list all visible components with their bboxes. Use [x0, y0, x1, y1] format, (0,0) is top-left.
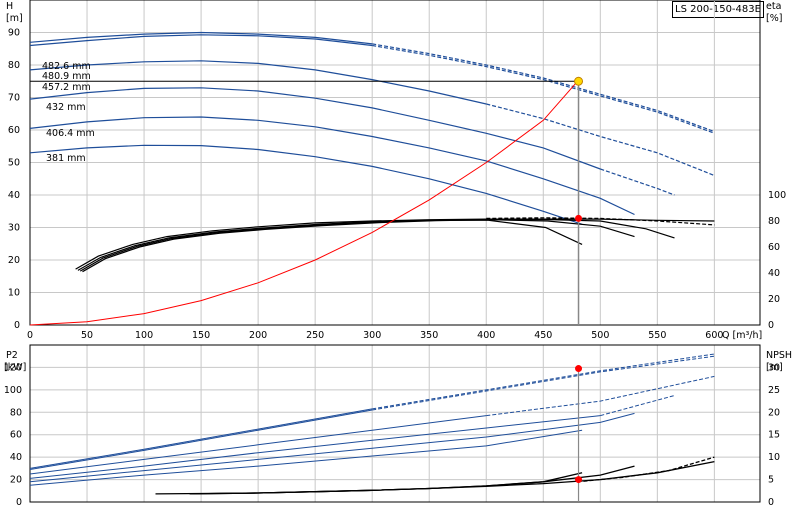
efficiency-curve	[82, 219, 675, 273]
x-axis-title: Q [m³/h]	[722, 330, 762, 341]
right-axis-title: eta	[766, 1, 781, 12]
eta-tick-label: 20	[768, 294, 780, 305]
y-tick-label: 10	[8, 288, 20, 299]
x-tick-label: 50	[81, 330, 93, 341]
head-curve	[29, 87, 601, 170]
p2-tick-label: 60	[10, 430, 22, 441]
y-tick-label: 50	[8, 158, 20, 169]
x-tick-label: 550	[648, 330, 666, 341]
head-curve	[29, 116, 635, 216]
right-axis-unit: [%]	[766, 13, 782, 24]
p2-tick-label: 100	[4, 385, 22, 396]
head-curve-label: 480.9 mm	[42, 71, 91, 82]
plot-frame-top	[29, 0, 761, 326]
head-curve-label: 381 mm	[46, 153, 86, 164]
power-curve	[29, 415, 487, 475]
x-tick-label: 0	[27, 330, 33, 341]
x-tick-label: 350	[420, 330, 438, 341]
y-tick-label: 20	[8, 255, 20, 266]
p2-axis-title: P2	[6, 350, 18, 361]
head-curve-dashed	[372, 44, 715, 134]
head-curve	[29, 34, 373, 47]
p2-tick-label: 120	[4, 362, 22, 373]
head-curve-dashed	[486, 103, 715, 177]
p2-tick-label: 0	[16, 497, 22, 508]
npsh-tick-label: 0	[768, 497, 774, 508]
power-curve	[29, 429, 583, 486]
power-point-marker	[575, 365, 583, 373]
y-tick-label: 40	[8, 190, 20, 201]
eta-tick-label: 40	[768, 268, 780, 279]
x-tick-label: 100	[135, 330, 153, 341]
eta-tick-label: 80	[768, 216, 780, 227]
npsh-curve	[189, 465, 635, 495]
head-curve	[29, 31, 373, 45]
power-curve	[29, 408, 373, 469]
power-curve-dashed	[600, 395, 675, 417]
x-tick-label: 600	[705, 330, 723, 341]
npsh-point-marker	[575, 476, 583, 484]
npsh-tick-label: 25	[768, 385, 780, 396]
efficiency-curve	[486, 217, 715, 226]
y-tick-label: 90	[8, 28, 20, 39]
head-curve-dashed	[600, 168, 675, 196]
p2-tick-label: 80	[10, 407, 22, 418]
x-tick-label: 150	[192, 330, 210, 341]
p2-tick-label: 40	[10, 452, 22, 463]
y-tick-label: 80	[8, 60, 20, 71]
plot-frame-bottom	[29, 344, 761, 503]
npsh-tick-label: 20	[768, 407, 780, 418]
efficiency-point-marker	[575, 214, 583, 222]
power-curve-dashed	[372, 355, 715, 411]
head-curve	[29, 144, 583, 225]
system-curve	[29, 80, 578, 326]
npsh-tick-label: 30	[768, 362, 780, 373]
y-tick-label: 30	[8, 223, 20, 234]
left-axis-unit: [m]	[6, 13, 23, 24]
npsh-curve	[577, 456, 715, 483]
power-curve	[29, 409, 373, 470]
head-curve	[29, 60, 487, 105]
npsh-curve	[155, 460, 715, 495]
x-tick-label: 250	[306, 330, 324, 341]
efficiency-curve	[77, 219, 583, 271]
npsh-axis-title: NPSH	[766, 350, 792, 361]
head-curve-label: 432 mm	[46, 102, 86, 113]
head-curve-label: 406.4 mm	[46, 128, 95, 139]
npsh-tick-label: 5	[768, 475, 774, 486]
npsh-tick-label: 15	[768, 430, 780, 441]
eta-tick-label: 60	[768, 242, 780, 253]
y-tick-label: 0	[14, 320, 20, 331]
p2-tick-label: 20	[10, 475, 22, 486]
x-tick-label: 200	[249, 330, 267, 341]
eta-tick-label: 0	[768, 320, 774, 331]
npsh-tick-label: 10	[768, 452, 780, 463]
x-tick-label: 500	[591, 330, 609, 341]
power-curve-dashed	[372, 353, 715, 410]
head-curve-label: 482.6 mm	[42, 61, 91, 72]
y-tick-label: 60	[8, 125, 20, 136]
model-label: LS 200-150-483E	[672, 1, 764, 18]
eta-tick-label: 100	[768, 190, 786, 201]
x-tick-label: 300	[363, 330, 381, 341]
head-curve-label: 457.2 mm	[42, 82, 91, 93]
y-tick-label: 70	[8, 93, 20, 104]
duty-point-marker	[574, 76, 584, 86]
left-axis-title: H	[6, 1, 13, 12]
efficiency-curve	[75, 218, 715, 270]
p2-axis-unit: [kW]	[4, 362, 26, 373]
efficiency-curve	[79, 219, 635, 272]
power-curve	[29, 415, 601, 479]
npsh-axis-unit: [m]	[766, 362, 783, 373]
power-curve	[29, 412, 635, 483]
power-curve-dashed	[486, 375, 715, 417]
head-curve-dashed	[372, 43, 715, 133]
x-tick-label: 400	[477, 330, 495, 341]
x-tick-label: 450	[534, 330, 552, 341]
